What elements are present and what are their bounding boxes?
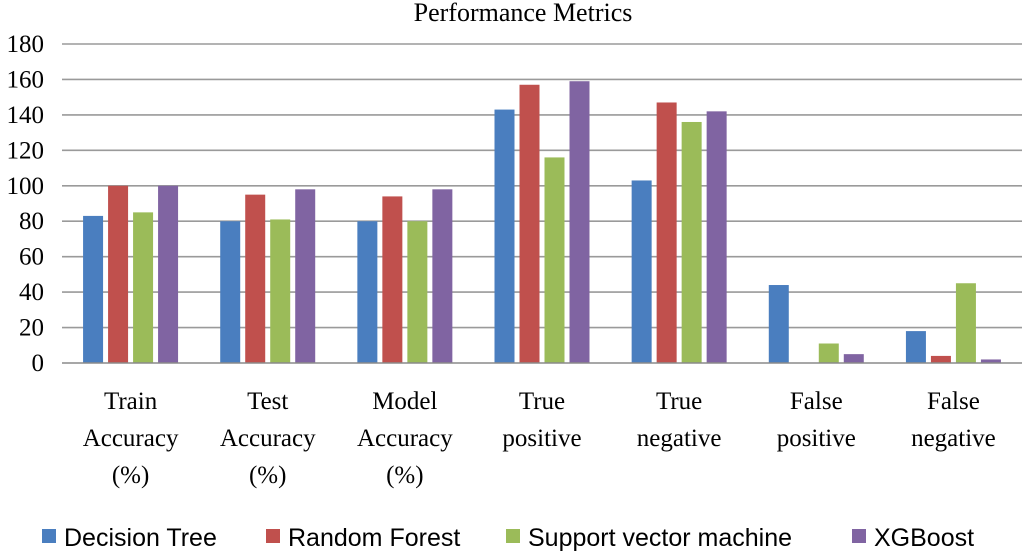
bar (83, 215, 104, 363)
y-tick-label: 20 (19, 315, 44, 342)
bar (544, 157, 565, 363)
legend-swatch (266, 529, 280, 543)
bar (519, 84, 540, 363)
bar (295, 189, 316, 363)
bar (818, 343, 839, 363)
category-label: Test (247, 388, 288, 415)
y-tick-label: 0 (32, 350, 45, 377)
y-tick-label: 120 (7, 137, 45, 164)
category-label: False (927, 388, 980, 415)
category-label: (%) (386, 462, 423, 489)
y-tick-label: 180 (7, 31, 45, 58)
category-label: (%) (249, 462, 286, 489)
bar (133, 212, 154, 363)
legend-label: Support vector machine (528, 524, 792, 552)
bar (980, 359, 1001, 363)
y-tick-label: 160 (7, 66, 45, 93)
bar (656, 102, 677, 363)
legend-label: XGBoost (874, 524, 974, 552)
bars (83, 81, 1001, 363)
bar (631, 180, 652, 363)
bar (905, 331, 926, 363)
legend-swatch (852, 529, 866, 543)
gridlines (62, 43, 1022, 329)
bar (494, 109, 515, 363)
category-label: True (519, 388, 565, 415)
bar (955, 283, 976, 363)
legend-swatch (506, 529, 520, 543)
y-tick-label: 80 (19, 208, 44, 235)
legend: Decision Tree Random Forest Support vector… (42, 524, 974, 552)
y-axis-ticks: 0 20 40 60 80 100 120 140 160 180 (7, 31, 45, 377)
bar (843, 354, 864, 363)
category-label: True (656, 388, 702, 415)
category-label: (%) (112, 462, 149, 489)
y-tick-label: 60 (19, 244, 44, 271)
category-label: Accuracy (220, 425, 316, 452)
bar (245, 194, 266, 363)
y-tick-label: 140 (7, 102, 45, 129)
category-labels: Train Accuracy (%) Test Accuracy (%) Model Accu… (83, 388, 996, 489)
category-label: Train (104, 388, 158, 415)
bar (706, 111, 727, 363)
category-label: positive (502, 425, 581, 452)
bar (432, 189, 453, 363)
chart-title: Performance Metrics (414, 0, 633, 27)
bar (382, 196, 403, 363)
category-label: Model (372, 388, 437, 415)
bar (768, 285, 789, 363)
bar (158, 185, 179, 363)
category-label: negative (637, 425, 722, 452)
category-label: False (790, 388, 843, 415)
y-tick-label: 40 (19, 279, 44, 306)
bar (357, 221, 378, 363)
bar (270, 219, 291, 363)
bar (407, 221, 428, 363)
bar (569, 81, 590, 363)
bar (681, 121, 702, 363)
category-label: Accuracy (357, 425, 453, 452)
legend-label: Random Forest (288, 524, 460, 552)
legend-swatch (42, 529, 56, 543)
category-label: positive (777, 425, 856, 452)
category-label: negative (911, 425, 996, 452)
legend-label: Decision Tree (64, 524, 217, 552)
bar (930, 355, 951, 363)
category-label: Accuracy (83, 425, 179, 452)
bar (108, 185, 129, 363)
bar (220, 221, 241, 363)
y-tick-label: 100 (7, 173, 45, 200)
